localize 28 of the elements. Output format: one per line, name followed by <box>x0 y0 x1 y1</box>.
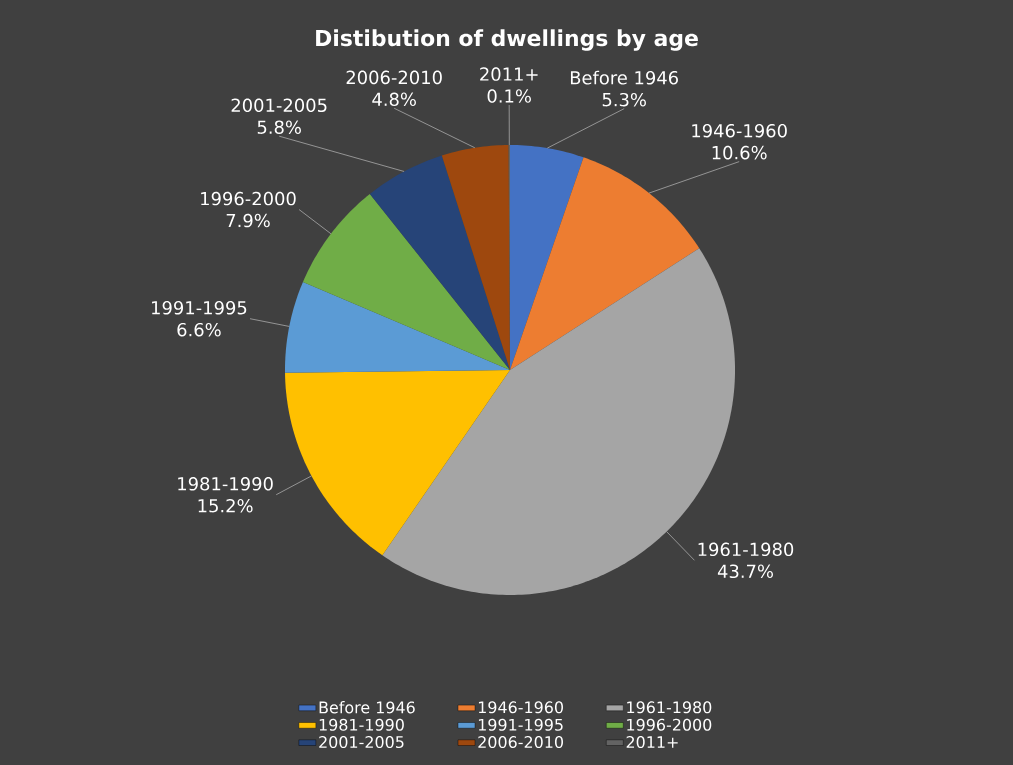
slice-label: Before 1946 <box>570 70 678 85</box>
legend-label: 1996-2000 <box>627 718 712 731</box>
slice-label: 1991-1995 <box>152 300 247 315</box>
legend-label: 1961-1980 <box>627 701 712 714</box>
slice-label: 2011+ <box>480 67 538 81</box>
slice-label: 1946-1960 <box>692 123 787 138</box>
legend-label: Before 1946 <box>319 701 415 714</box>
data-label: 5.3% <box>602 92 646 107</box>
legend-label: 2001-2005 <box>319 736 404 749</box>
legend-label: 2006-2010 <box>478 736 563 749</box>
slice-label: 1981-1990 <box>178 476 273 491</box>
chart-title: Distibution of dwellings by age <box>316 29 698 51</box>
legend-label: 1946-1960 <box>478 701 563 714</box>
data-label: 15.2% <box>198 498 253 513</box>
legend-label: 2011+ <box>626 736 678 749</box>
data-label: 6.6% <box>177 322 221 337</box>
data-label: 5.8% <box>257 120 301 134</box>
data-label: 43.7% <box>717 564 773 579</box>
slice-label: 2001-2005 <box>231 98 327 113</box>
data-label: 0.1% <box>487 89 531 103</box>
legend-label: 1981-1990 <box>319 718 404 731</box>
data-label: 4.8% <box>372 92 416 107</box>
legend-label: 1991-1995 <box>478 718 563 731</box>
slice-label: 1961-1980 <box>698 542 794 557</box>
slice-label: 2006-2010 <box>346 70 442 85</box>
data-label: 10.6% <box>712 145 767 160</box>
data-label: 7.9% <box>226 213 270 228</box>
slice-label: 1996-2000 <box>201 191 296 206</box>
